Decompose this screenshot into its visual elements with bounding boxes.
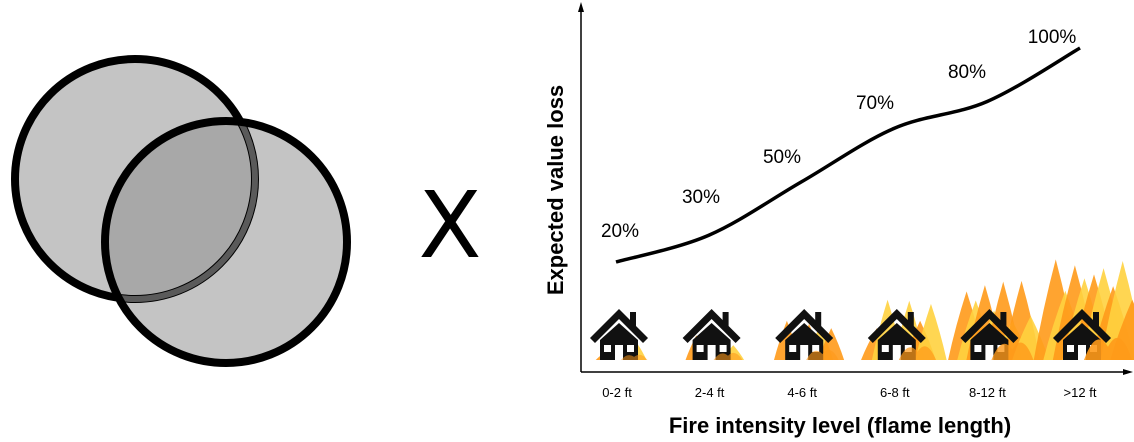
x-tick-label: 8-12 ft	[969, 385, 1006, 400]
series-line	[615, 46, 1081, 264]
circle-b-outline	[101, 117, 351, 367]
chart-axes	[578, 2, 1133, 375]
house-icon	[590, 309, 648, 360]
x-tick-label: 2-4 ft	[695, 385, 725, 400]
circle-overlap	[105, 121, 255, 299]
multiply-symbol: X	[418, 172, 482, 279]
x-tick-label: 0-2 ft	[602, 385, 632, 400]
data-label: 80%	[948, 62, 986, 83]
data-label: 20%	[601, 221, 639, 242]
x-axis-arrow	[1123, 369, 1133, 375]
circle-a-inner-arc	[109, 125, 258, 302]
x-tick-label: 4-6 ft	[787, 385, 817, 400]
data-label: 50%	[763, 147, 801, 168]
x-tick-label: >12 ft	[1064, 385, 1097, 400]
data-label: 70%	[856, 93, 894, 114]
house-icons	[590, 259, 1134, 360]
x-tick-labels: 0-2 ft 2-4 ft 4-6 ft 6-8 ft 8-12 ft >12 ft	[602, 385, 1097, 400]
x-axis-title: Fire intensity level (flame length)	[669, 413, 1011, 438]
y-axis-title: Expected value loss	[543, 85, 568, 295]
house-icon	[773, 309, 845, 360]
overlapping-circles-icon	[11, 55, 351, 367]
data-label: 100%	[1028, 27, 1077, 48]
house-icon	[861, 299, 947, 360]
data-label: 30%	[682, 187, 720, 208]
data-labels: 20% 30% 50% 70% 80% 100%	[601, 27, 1076, 242]
x-tick-label: 6-8 ft	[880, 385, 910, 400]
house-icon	[682, 309, 745, 360]
y-axis-arrow	[578, 2, 584, 12]
house-icon	[948, 280, 1050, 360]
house-icon	[1033, 259, 1134, 360]
